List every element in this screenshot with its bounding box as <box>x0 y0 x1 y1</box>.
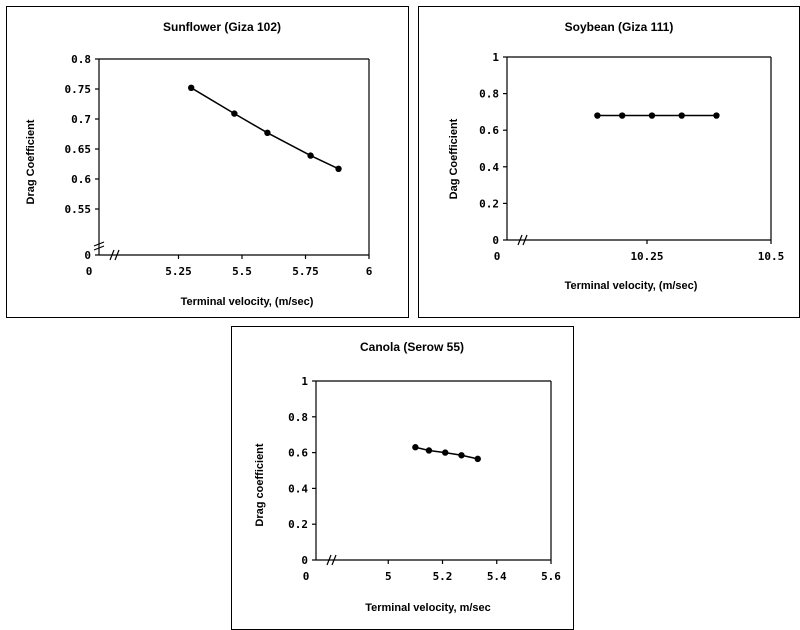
x-axis-break <box>109 249 115 261</box>
y-tick-label: 0.6 <box>71 173 91 186</box>
x-tick-label: 5.25 <box>165 265 192 278</box>
chart-title: Soybean (Giza 111) <box>565 20 674 34</box>
x-axis-break <box>517 234 523 246</box>
data-point <box>474 455 481 463</box>
data-point <box>713 112 720 119</box>
x-tick-label: 0 <box>494 250 501 263</box>
x-axis-break <box>326 554 332 566</box>
chart-title: Sunflower (Giza 102) <box>163 20 281 34</box>
data-point <box>648 112 656 119</box>
y-axis-break <box>93 245 105 251</box>
y-tick-label: 0.7 <box>71 113 91 126</box>
y-tick-label: 0.8 <box>71 53 91 66</box>
y-axis-title: Drag coefficient <box>254 443 266 526</box>
chart-canola: Canola (Serow 55) Terminal velocity, m/s… <box>254 340 561 614</box>
chart-panel-canola: Canola (Serow 55) Terminal velocity, m/s… <box>231 326 574 630</box>
data-point <box>412 444 419 451</box>
chart-soybean: Soybean (Giza 111) Terminal velocity, (m… <box>448 20 785 292</box>
y-axis-title: Drag Coefficient <box>25 119 37 204</box>
x-axis-title: Terminal velocity, m/sec <box>365 602 491 614</box>
y-tick-label: 0.8 <box>479 88 499 101</box>
chart-title: Canola (Serow 55) <box>360 340 464 354</box>
y-tick-label: 0.75 <box>65 83 92 96</box>
series-line <box>190 87 339 170</box>
x-axis-title: Terminal velocity, (m/sec) <box>181 296 314 308</box>
y-tick-label: 0.55 <box>65 203 92 216</box>
chart-panel-sunflower: Sunflower (Giza 102) Terminal velocity, … <box>6 6 409 318</box>
x-axis-title: Terminal velocity, (m/sec) <box>565 280 698 292</box>
x-axis-break <box>522 234 528 246</box>
chart-panel-soybean: Soybean (Giza 111) Terminal velocity, (m… <box>418 6 800 318</box>
y-tick-label: 0.6 <box>479 124 499 137</box>
data-point <box>619 112 626 119</box>
data-point <box>594 112 601 119</box>
x-tick-label: 5 <box>385 570 392 583</box>
x-tick-label: 6 <box>366 265 373 278</box>
y-tick-label: 0.6 <box>288 447 308 460</box>
y-tick-label: 0.2 <box>288 518 308 531</box>
y-tick-label: 1 <box>301 375 308 388</box>
data-point <box>425 447 433 454</box>
x-tick-label: 10.5 <box>758 250 785 263</box>
x-tick-label: 5.6 <box>541 570 561 583</box>
x-axis-break <box>114 249 120 261</box>
y-tick-label: 0.8 <box>288 411 308 424</box>
y-axis-title: Dag Coefficient <box>448 118 460 199</box>
data-point <box>678 112 685 119</box>
y-tick-label: 0.2 <box>479 197 499 210</box>
data-point <box>335 165 342 172</box>
data-point <box>307 152 314 159</box>
x-tick-label: 5.4 <box>487 570 507 583</box>
y-tick-label: 0.4 <box>479 161 499 174</box>
y-tick-label: 0.4 <box>288 482 308 495</box>
y-tick-label: 0 <box>301 554 308 567</box>
data-point <box>231 110 238 117</box>
y-tick-label: 0 <box>84 249 91 262</box>
x-tick-label: 5.2 <box>433 570 453 583</box>
x-axis-break <box>331 554 337 566</box>
data-point <box>458 452 465 459</box>
data-point <box>188 84 195 92</box>
x-tick-label: 0 <box>86 265 93 278</box>
y-tick-label: 0 <box>492 234 499 247</box>
y-tick-label: 1 <box>492 51 499 64</box>
x-tick-label: 5.5 <box>232 265 252 278</box>
chart-sunflower: Sunflower (Giza 102) Terminal velocity, … <box>25 20 373 308</box>
y-axis-break <box>93 241 105 247</box>
x-tick-label: 0 <box>303 570 310 583</box>
y-tick-label: 0.65 <box>65 143 92 156</box>
x-tick-label: 10.25 <box>630 250 663 263</box>
data-point <box>442 449 449 456</box>
x-tick-label: 5.75 <box>292 265 319 278</box>
data-point <box>264 129 271 136</box>
